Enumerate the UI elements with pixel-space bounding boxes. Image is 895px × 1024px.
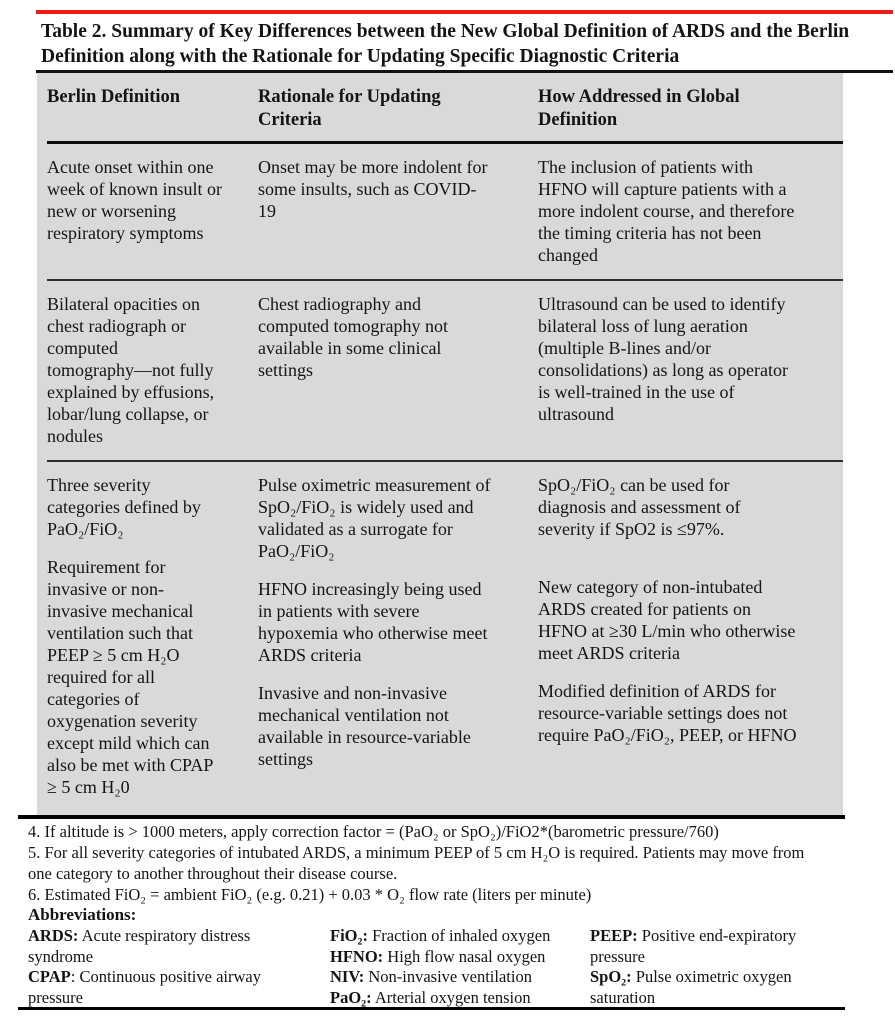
cell-rationale-timing: Onset may be more indolent for some insu… [258, 156, 525, 266]
table-row-timing: Acute onset within one week of known ins… [47, 144, 843, 279]
ards-comparison-table: Berlin Definition Rationale for Updating… [37, 73, 843, 815]
cell-paragraph: HFNO increasingly being used in patients… [258, 579, 488, 665]
table-title: Table 2. Summary of Key Differences betw… [41, 21, 850, 67]
cell-paragraph: Onset may be more indolent for some insu… [258, 157, 488, 221]
abbr-definition: : Continuous positive airway pressure [28, 967, 261, 1007]
cell-paragraph: Invasive and non-invasive mechanical ven… [258, 683, 471, 769]
table-bottom-rule [18, 815, 845, 819]
cell-global-severity: SpO₂/FiO₂ can be used for diagnosis and … [538, 474, 838, 798]
bottom-closing-rule [18, 1007, 845, 1010]
cell-paragraph: Three severity categories defined by PaO… [47, 475, 201, 539]
abbr-item-niv: NIV: Non-invasive ventilation [330, 967, 590, 988]
cell-paragraph: Ultrasound can be used to identify bilat… [538, 294, 788, 424]
abbr-term: HFNO: [330, 946, 384, 966]
cell-paragraph: Acute onset within one week of known ins… [47, 157, 222, 243]
table-row-severity-oxygenation: Three severity categories defined by PaO… [47, 460, 843, 811]
cell-paragraph: Chest radiography and computed tomograph… [258, 294, 448, 380]
abbr-item-spo2: SpO₂: Pulse oximetric oxygen saturation [590, 967, 860, 1008]
table-row-imaging: Bilateral opacities on chest radiograph … [47, 279, 843, 460]
abbr-item-pao2: PaO₂: Arterial oxygen tension [330, 988, 590, 1009]
col-header-global-definition: How Addressed in Global Definition [538, 87, 740, 130]
abbr-definition: High flow nasal oxygen [383, 946, 546, 966]
table-header-row: Berlin Definition Rationale for Updating… [47, 73, 843, 144]
cell-paragraph: Pulse oximetric measurement of SpO₂/FiO₂… [258, 475, 491, 561]
abbreviations-column-1: ARDS: Acute respiratory distress syndrom… [28, 926, 330, 1008]
abbr-item-cpap: CPAP: Continuous positive airway pressur… [28, 967, 330, 1008]
cell-global-timing: The inclusion of patients with HFNO will… [538, 156, 838, 266]
cell-berlin-timing: Acute onset within one week of known ins… [47, 156, 245, 266]
cell-paragraph: SpO₂/FiO₂ can be used for diagnosis and … [538, 475, 741, 539]
cell-rationale-imaging: Chest radiography and computed tomograph… [258, 293, 525, 447]
abbr-term: SpO₂: [590, 967, 632, 986]
abbreviations-column-2: FiO₂: Fraction of inhaled oxygen HFNO: H… [330, 926, 590, 1008]
abbr-term: ARDS: [28, 926, 79, 945]
abbr-definition: Pulse oximetric oxygen saturation [590, 967, 792, 1007]
cell-paragraph: Requirement for invasive or non- invasiv… [47, 557, 214, 797]
footnote-6: 6. Estimated FiO₂ = ambient FiO₂ (e.g. 0… [28, 885, 592, 904]
abbr-term: NIV: [330, 967, 365, 986]
abbr-item-fio2: FiO₂: Fraction of inhaled oxygen [330, 926, 590, 947]
col-header-rationale: Rationale for Updating Criteria [258, 87, 441, 130]
abbr-item-hfno: HFNO: High flow nasal oxygen [330, 947, 590, 968]
abbr-term: PEEP: [590, 926, 638, 945]
footnote-5: 5. For all severity categories of intuba… [28, 843, 805, 883]
cell-paragraph: New category of non-intubated ARDS creat… [538, 577, 796, 663]
footnotes-section: 4. If altitude is > 1000 meters, apply c… [28, 821, 868, 905]
abbr-definition: Fraction of inhaled oxygen [367, 926, 551, 945]
cell-rationale-severity: Pulse oximetric measurement of SpO₂/FiO₂… [258, 474, 525, 798]
cell-berlin-imaging: Bilateral opacities on chest radiograph … [47, 293, 245, 447]
abbr-term: CPAP [28, 967, 71, 986]
footnote-4: 4. If altitude is > 1000 meters, apply c… [28, 822, 719, 841]
abbr-definition: Arterial oxygen tension [371, 987, 531, 1007]
abbreviations-column-3: PEEP: Positive end-expiratory pressure S… [590, 926, 860, 1008]
abbr-term: PaO₂: [330, 987, 372, 1007]
cell-paragraph: Modified definition of ARDS for resource… [538, 681, 797, 745]
cell-paragraph: The inclusion of patients with HFNO will… [538, 157, 795, 265]
abbr-definition: Acute respiratory distress syndrome [28, 926, 251, 966]
top-red-accent-rule [36, 10, 893, 14]
abbreviations-heading: Abbreviations: [28, 905, 137, 924]
abbr-definition: Positive end-expiratory pressure [590, 926, 797, 966]
abbreviations-grid: ARDS: Acute respiratory distress syndrom… [28, 926, 870, 1008]
abbr-item-peep: PEEP: Positive end-expiratory pressure [590, 926, 860, 967]
abbreviations-section: Abbreviations: ARDS: Acute respiratory d… [28, 904, 870, 1008]
cell-berlin-severity: Three severity categories defined by PaO… [47, 474, 245, 798]
cell-paragraph: Bilateral opacities on chest radiograph … [47, 294, 215, 446]
cell-global-imaging: Ultrasound can be used to identify bilat… [538, 293, 838, 447]
abbr-item-ards: ARDS: Acute respiratory distress syndrom… [28, 926, 330, 967]
abbr-definition: Non-invasive ventilation [364, 967, 532, 986]
title-underline-rule [36, 70, 893, 73]
abbr-term: FiO₂: [330, 926, 368, 945]
col-header-berlin-definition: Berlin Definition [47, 87, 181, 107]
